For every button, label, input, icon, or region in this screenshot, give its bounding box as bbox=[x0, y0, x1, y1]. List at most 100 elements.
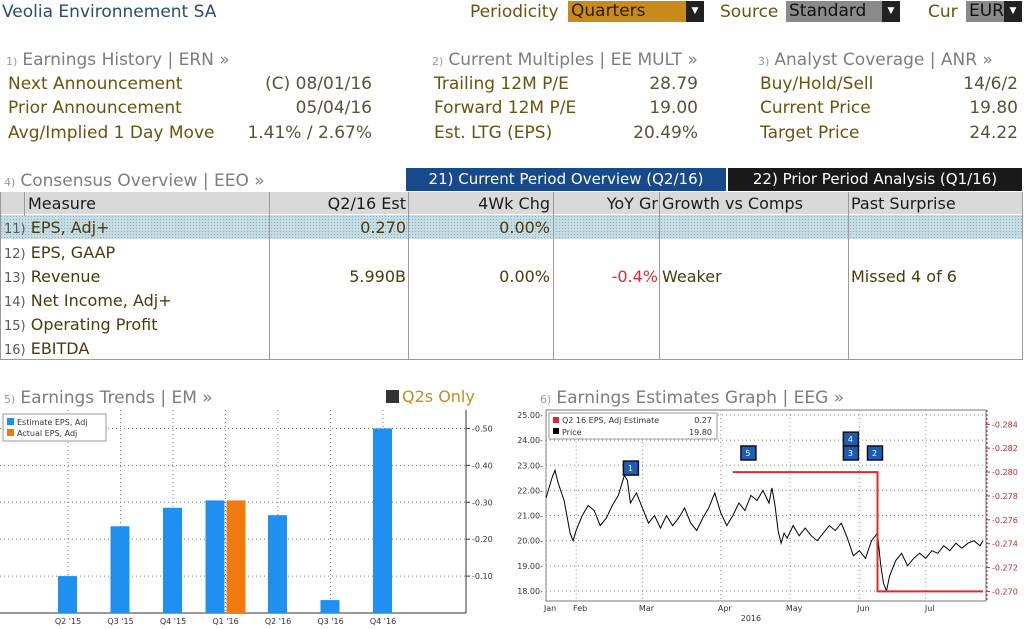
panel-title: Consensus Overview | EEO » bbox=[20, 171, 265, 191]
prior-announcement-value: 05/04/16 bbox=[295, 98, 372, 118]
col-yoy-gr[interactable]: YoY Gr bbox=[606, 194, 658, 213]
panel-index: 1) bbox=[6, 55, 18, 68]
legend-swatch-estimate bbox=[553, 417, 559, 423]
panel-title: Analyst Coverage | ANR » bbox=[774, 50, 993, 70]
left-tick-label: 21.00- bbox=[517, 512, 543, 521]
next-announcement-value: (C) 08/01/16 bbox=[265, 74, 372, 94]
growth-cell: Weaker bbox=[662, 267, 722, 286]
x-tick-label: Jul bbox=[924, 604, 935, 613]
earnings-estimates-chart: 18.00- 19.00- 20.00- 21.00- 22.00- 23.00- 24.0… bbox=[517, 409, 1018, 623]
col-4wk-chg[interactable]: 4Wk Chg bbox=[478, 194, 550, 213]
currency-dropdown[interactable]: EUR bbox=[966, 1, 1004, 22]
periodicity-chevron-down-icon[interactable]: ▼ bbox=[686, 1, 704, 22]
chg-cell: 0.00% bbox=[499, 218, 550, 237]
est-cell: 0.270 bbox=[360, 218, 406, 237]
selected-row-highlight bbox=[0, 215, 1022, 239]
measure-cell: 14) Net Income, Adj+ bbox=[4, 291, 172, 310]
legend-box bbox=[2, 413, 107, 442]
current-multiples-link[interactable]: 2) Current Multiples | EE MULT » bbox=[432, 50, 698, 70]
left-tick-label: 25.00- bbox=[517, 411, 543, 420]
panel-index: 4) bbox=[4, 176, 16, 189]
right-tick-label: -0.284 bbox=[992, 420, 1018, 429]
x-tick-label: Jan bbox=[543, 604, 556, 613]
buy-hold-sell-value: 14/6/2 bbox=[963, 74, 1018, 94]
legend-label-estimate: Estimate EPS, Adj bbox=[17, 418, 88, 427]
analyst-coverage-link[interactable]: 3) Analyst Coverage | ANR » bbox=[758, 50, 993, 70]
security-name: Veolia Environnement SA bbox=[2, 2, 217, 22]
ltg-eps-label: Est. LTG (EPS) bbox=[434, 123, 553, 143]
avg-move-label: Avg/Implied 1 Day Move bbox=[8, 123, 215, 143]
col-measure[interactable]: Measure bbox=[28, 194, 96, 213]
target-price-value: 24.22 bbox=[969, 123, 1018, 143]
source-dropdown[interactable]: Standard bbox=[786, 1, 882, 22]
tab-current-period-overview[interactable]: 21) Current Period Overview (Q2/16) bbox=[406, 168, 726, 191]
estimate-bar bbox=[163, 507, 182, 613]
legend-label-price: Price bbox=[562, 428, 582, 437]
source-chevron-down-icon[interactable]: ▼ bbox=[882, 1, 900, 22]
estimate-line bbox=[732, 471, 983, 593]
x-tick-label: May bbox=[786, 604, 803, 613]
estimate-bar bbox=[58, 576, 77, 613]
x-tick-label: Q2 '16 bbox=[265, 617, 291, 626]
legend-swatch-price bbox=[553, 428, 559, 434]
y-tick-label: -0.50 bbox=[472, 424, 493, 433]
left-tick-label: 23.00- bbox=[517, 461, 543, 470]
x-tick-label: Apr bbox=[718, 604, 733, 613]
left-tick-label: 24.00- bbox=[517, 436, 543, 445]
right-tick-label: -0.278 bbox=[992, 492, 1018, 501]
avg-move-value: 1.41% / 2.67% bbox=[247, 123, 372, 143]
x-tick-label: Q4 '15 bbox=[160, 617, 186, 626]
estimate-bar bbox=[373, 428, 392, 613]
event-marker bbox=[842, 445, 860, 461]
estimate-bar bbox=[205, 500, 225, 613]
estimate-bar bbox=[110, 526, 130, 613]
right-tick-label: -0.280 bbox=[992, 468, 1018, 477]
earnings-trends-link[interactable]: 5) Earnings Trends | EM » bbox=[4, 388, 213, 408]
event-marker-label: 4 bbox=[848, 435, 853, 444]
earnings-graph-link[interactable]: 6) Earnings Estimates Graph | EEG » bbox=[540, 388, 844, 408]
panel-index: 5) bbox=[4, 393, 16, 406]
right-tick-label: -0.276 bbox=[992, 516, 1018, 525]
estimate-bar bbox=[320, 600, 340, 613]
event-marker-label: 2 bbox=[872, 449, 877, 458]
col-est[interactable]: Q2/16 Est bbox=[327, 194, 406, 213]
forward-pe-label: Forward 12M P/E bbox=[434, 98, 577, 118]
tab-prior-period-analysis[interactable]: 22) Prior Period Analysis (Q1/16) bbox=[728, 168, 1022, 191]
earnings-history-link[interactable]: 1) Earnings History | ERN » bbox=[6, 50, 230, 70]
x-tick-label: Q4 '16 bbox=[370, 617, 396, 626]
q2s-only-checkbox[interactable] bbox=[386, 390, 399, 403]
event-marker bbox=[622, 460, 640, 476]
trailing-pe-value: 28.79 bbox=[649, 74, 698, 94]
event-marker-label: 5 bbox=[745, 449, 750, 458]
left-tick-label: 22.00- bbox=[517, 486, 543, 495]
left-tick-label: 19.00- bbox=[517, 562, 543, 571]
earnings-trends-chart: -0.10 -0.20 -0.30 -0.40 -0.50 Q2 '15 Q3 '15 Q4 … bbox=[0, 410, 493, 626]
panel-title: Earnings History | ERN » bbox=[22, 50, 230, 70]
panel-index: 3) bbox=[758, 55, 770, 68]
panel-title: Earnings Estimates Graph | EEG » bbox=[556, 388, 845, 408]
col-growth-vs-comps[interactable]: Growth vs Comps bbox=[662, 194, 803, 213]
periodicity-dropdown[interactable]: Quarters bbox=[568, 1, 686, 22]
currency-chevron-down-icon[interactable]: ▼ bbox=[1004, 1, 1022, 22]
q2s-only-label[interactable]: Q2s Only bbox=[402, 387, 475, 406]
measure-cell: 15) Operating Profit bbox=[4, 315, 158, 334]
event-marker bbox=[740, 445, 757, 461]
measure-cell: 16) EBITDA bbox=[4, 339, 90, 358]
panel-title: Current Multiples | EE MULT » bbox=[448, 50, 698, 70]
y-tick-label: -0.10 bbox=[472, 572, 493, 581]
legend-label-actual: Actual EPS, Adj bbox=[17, 429, 77, 438]
x-tick-label: Mar bbox=[639, 604, 655, 613]
panel-index: 6) bbox=[540, 393, 552, 406]
chg-cell: 0.00% bbox=[499, 267, 550, 286]
est-cell: 5.990B bbox=[349, 267, 406, 286]
periodicity-label: Periodicity bbox=[470, 2, 559, 22]
x-tick-label: Jun bbox=[856, 604, 870, 613]
measure-cell: 13) Revenue bbox=[4, 267, 101, 286]
x-year-label: 2016 bbox=[741, 614, 761, 623]
actual-bar bbox=[226, 500, 246, 613]
consensus-header-row bbox=[0, 192, 1022, 214]
panel-title: Earnings Trends | EM » bbox=[20, 388, 213, 408]
consensus-overview-link[interactable]: 4) Consensus Overview | EEO » bbox=[4, 171, 265, 191]
col-past-surprise[interactable]: Past Surprise bbox=[851, 194, 956, 213]
current-price-value: 19.80 bbox=[969, 98, 1018, 118]
